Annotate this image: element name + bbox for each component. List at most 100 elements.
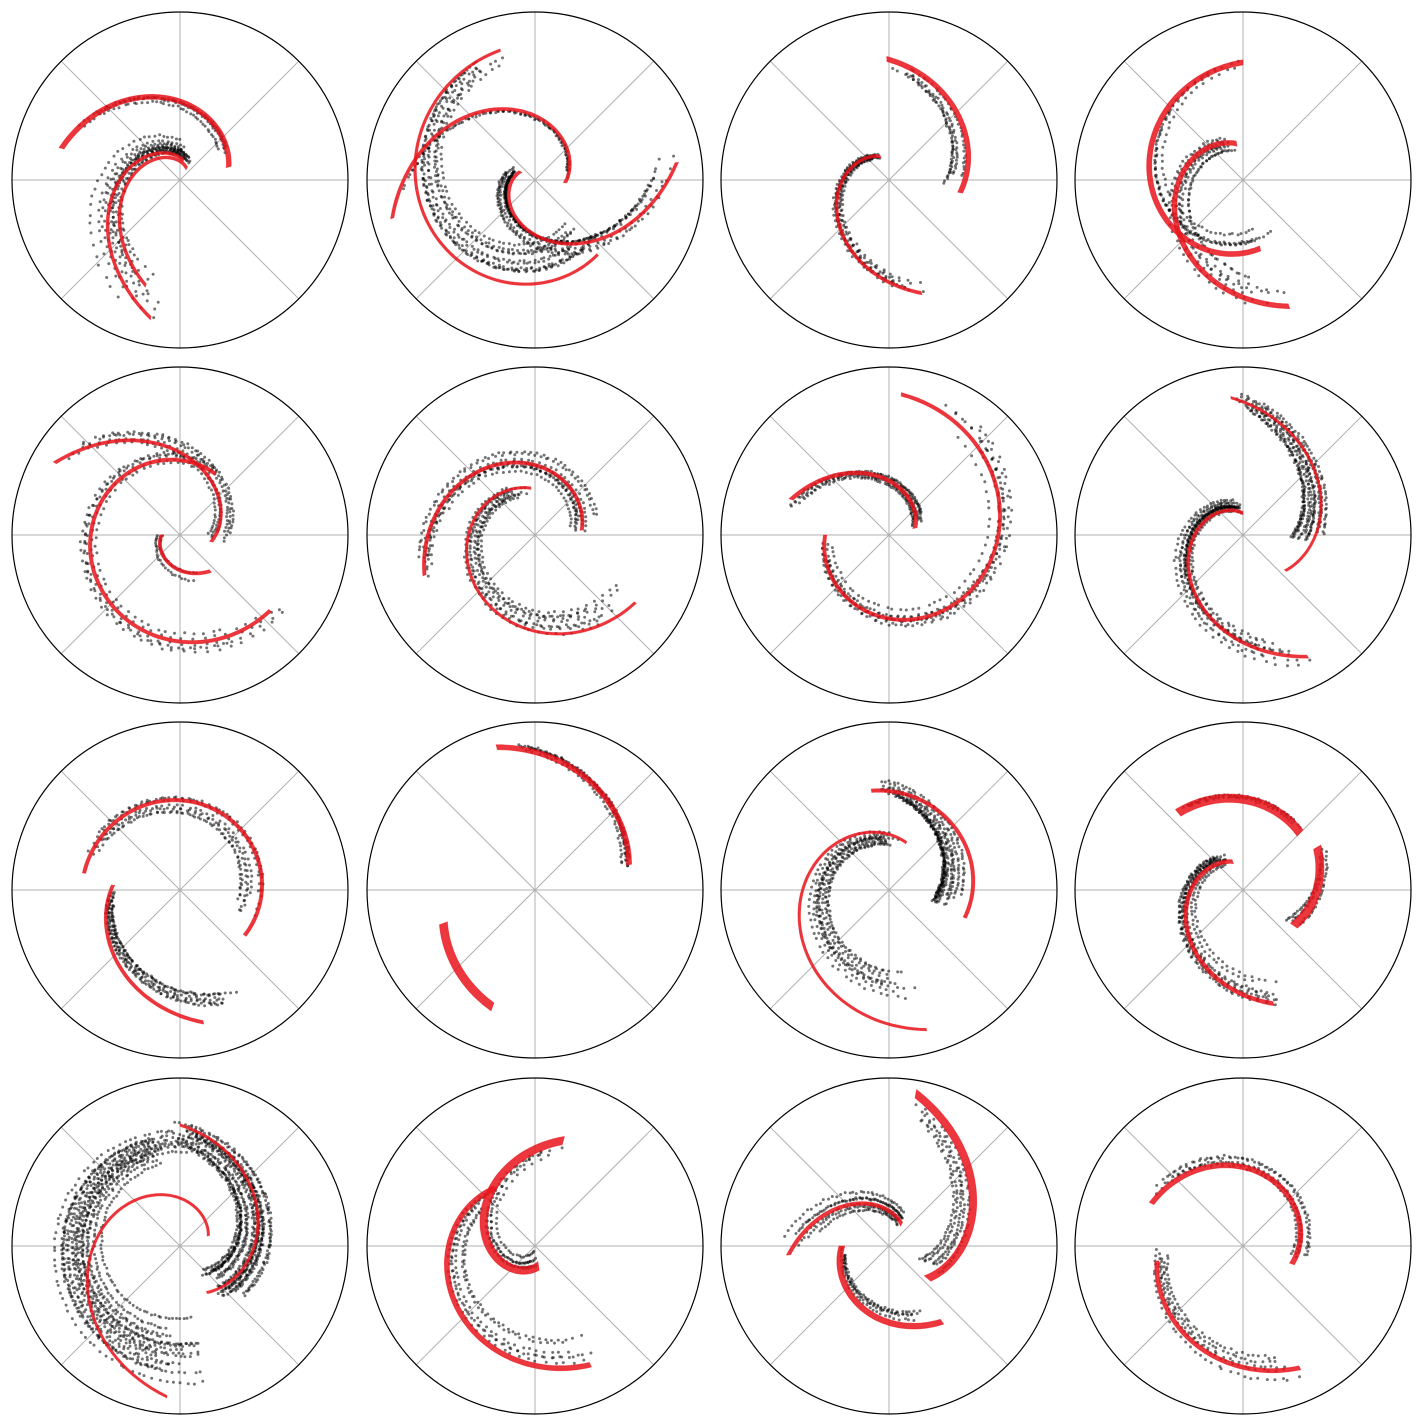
data-point [425,186,429,189]
data-point [559,492,563,496]
data-point [95,497,99,501]
angular-gridline [179,60,300,181]
data-point [607,227,611,231]
data-point [156,300,160,304]
data-point [550,251,554,255]
data-point [1218,242,1222,246]
data-point [212,497,216,501]
data-point [1312,516,1316,520]
data-point [186,442,190,446]
data-point [83,520,87,524]
data-point [112,200,116,204]
data-point [879,621,883,625]
data-point [838,205,842,209]
data-point [528,260,532,264]
data-point [920,623,924,627]
data-point [512,251,516,255]
data-point [576,607,580,611]
data-point [180,577,184,581]
data-point [153,445,157,448]
data-point [89,588,93,592]
data-point [1207,157,1211,161]
data-point [848,587,852,590]
data-point [104,582,107,586]
data-point [160,437,164,441]
data-point [1296,537,1300,540]
data-point [832,554,836,558]
data-point [162,462,166,465]
data-point [1002,496,1005,500]
data-point [1212,149,1216,153]
data-point [479,544,483,548]
data-point [1237,282,1241,286]
data-point [1271,408,1275,412]
data-point [222,536,226,540]
data-point [582,237,586,241]
data-point [429,536,433,540]
data-point [1213,153,1217,157]
data-point [505,224,509,228]
data-point [1239,242,1243,246]
data-point [549,248,553,252]
data-point [955,141,959,145]
data-point [559,614,562,618]
data-point [447,196,451,200]
data-point [132,281,136,285]
data-point [507,248,511,251]
data-point [428,128,431,132]
data-point [1172,115,1176,119]
data-point [942,181,946,185]
data-point [560,234,564,238]
data-point [1006,494,1010,498]
data-point [452,99,455,102]
data-point [525,266,529,270]
data-point [555,625,559,629]
data-point [529,248,533,252]
data-point [511,497,515,501]
data-point [160,145,164,149]
data-point [226,529,230,533]
data-point [105,608,109,612]
data-point [646,212,650,216]
data-point [474,529,478,533]
data-point [139,638,143,642]
data-point [430,119,434,123]
data-point [228,521,232,525]
data-point [567,468,571,472]
data-point [942,113,946,117]
scatter-points [1153,59,1286,305]
data-point [1295,444,1299,448]
data-point [1324,502,1328,506]
data-point [1189,153,1193,156]
angular-gridline [534,534,655,655]
data-point [906,278,910,282]
data-point [453,492,457,496]
data-point [577,615,581,619]
data-point [497,200,501,204]
data-point [982,589,986,592]
data-point [140,101,144,105]
data-point [98,229,101,233]
data-point [100,173,104,177]
data-point [468,546,472,550]
data-point [1201,156,1204,160]
data-point [516,607,520,611]
data-point [1301,500,1305,504]
data-point [142,457,146,460]
data-point [552,476,556,480]
data-point [177,646,181,650]
data-point [1309,477,1313,481]
data-point [103,236,107,240]
data-point [458,470,462,474]
data-point [798,495,802,499]
data-point [888,275,892,279]
data-point [143,144,147,148]
data-point [853,607,857,611]
data-point [1266,405,1270,409]
data-point [477,477,480,481]
data-point [844,230,848,234]
data-point [1274,430,1278,434]
data-point [480,539,483,543]
data-point [464,251,468,255]
data-point [1206,139,1209,143]
